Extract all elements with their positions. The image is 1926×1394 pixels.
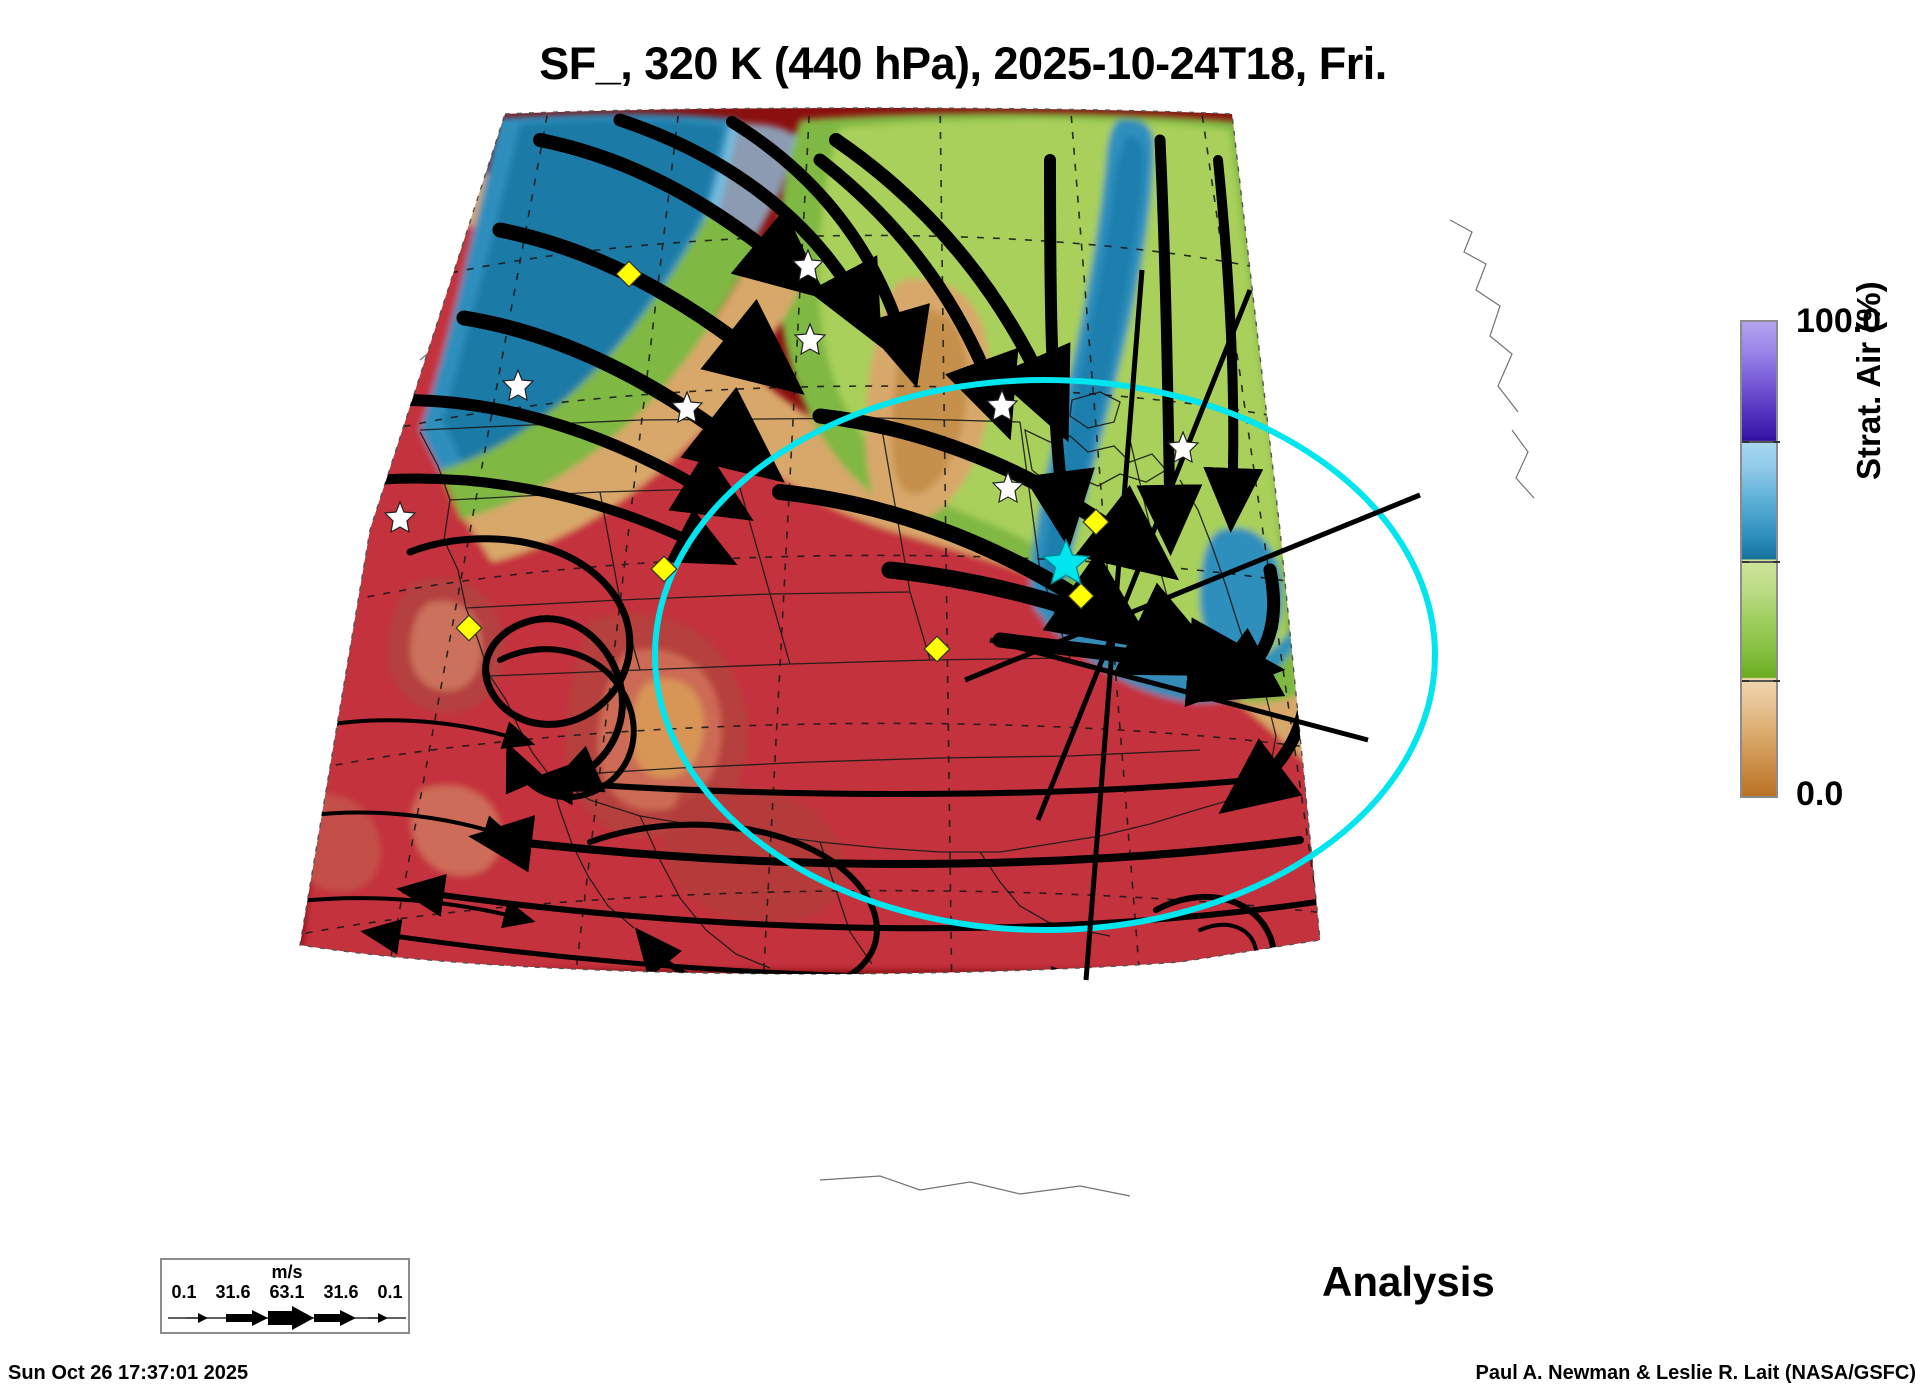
yellow-diamond-marker	[923, 635, 951, 663]
wind-legend-value: 0.1	[171, 1282, 197, 1302]
field-swirl-b-core	[410, 600, 482, 692]
yellow-diamond-marker	[1082, 508, 1110, 536]
yellow-diamond-marker	[1067, 582, 1095, 610]
white-star-marker	[383, 500, 417, 534]
wind-legend-arrow-scale	[168, 1306, 406, 1330]
map-panel	[120, 100, 1640, 1300]
white-star-marker	[793, 322, 827, 356]
colorbar-tick	[1742, 680, 1780, 682]
wind-speed-legend: m/s 0.1 31.6 63.1 31.6 0.1	[160, 1258, 410, 1334]
footer-timestamp: Sun Oct 26 17:37:01 2025	[8, 1362, 249, 1384]
colorbar-max-label: 100.0	[1796, 302, 1882, 340]
colorbar-min-label: 0.0	[1796, 775, 1844, 813]
wind-legend-values: 0.1 31.6 63.1 31.6 0.1	[162, 1282, 412, 1303]
primary-site-star-icon	[1041, 538, 1091, 585]
yellow-diamond-marker	[650, 555, 678, 583]
wind-legend-value: 31.6	[323, 1282, 359, 1302]
wind-legend-value: 63.1	[269, 1282, 305, 1302]
colorbar-axis-title: Strat. Air (%)	[1850, 281, 1887, 480]
colorbar-tick	[1742, 561, 1780, 563]
radial-nne	[1035, 289, 1253, 821]
field-streak-e	[663, 786, 847, 923]
white-star-marker	[991, 470, 1025, 504]
wind-streamlines	[300, 113, 1320, 974]
flight-track-radials	[964, 269, 1421, 981]
white-star-marker	[670, 390, 704, 424]
yellow-diamond-marker	[455, 614, 483, 642]
wind-legend-value: 0.1	[377, 1282, 403, 1302]
radial-meridional	[1083, 269, 1145, 981]
station-markers	[383, 248, 1200, 663]
wind-legend-unit-label: m/s	[271, 1262, 303, 1282]
map-domain-border	[299, 107, 1321, 975]
radial-ese	[989, 637, 1369, 743]
yellow-diamond-marker	[615, 260, 643, 288]
footer-credit: Paul A. Newman & Leslie R. Lait (NASA/GS…	[1475, 1362, 1916, 1384]
map-canvas	[299, 107, 1535, 1197]
white-star-marker	[1166, 430, 1200, 464]
radial-ene	[964, 492, 1421, 683]
analysis-stamp: Analysis	[1322, 1258, 1495, 1305]
field-fringe-green-nw	[440, 210, 760, 520]
field-wedge-blue-nw-core	[442, 119, 724, 467]
white-star-marker	[985, 388, 1019, 422]
white-star-marker	[791, 248, 825, 282]
white-star-marker	[501, 368, 535, 402]
range-ring-circle	[652, 377, 1438, 933]
colorbar: 100.0 0.0 Strat. Air (%)	[1740, 281, 1926, 820]
colorbar-gradient	[1740, 320, 1780, 798]
wind-legend-value: 31.6	[215, 1282, 251, 1302]
page-title: SF_, 320 K (440 hPa), 2025-10-24T18, Fri…	[539, 38, 1387, 89]
colorbar-tick	[1742, 441, 1780, 443]
